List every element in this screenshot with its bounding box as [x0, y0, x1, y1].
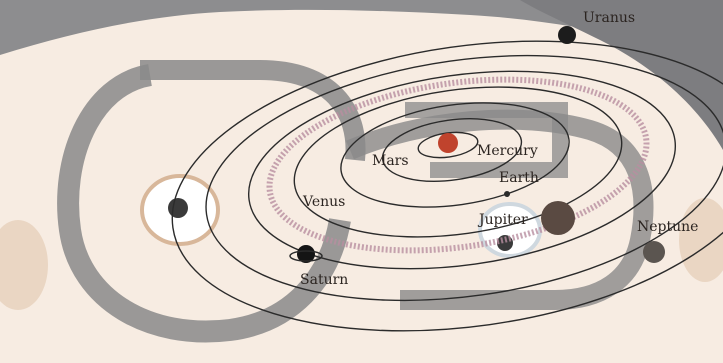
- label-earth: Earth: [499, 170, 539, 186]
- label-neptune: Neptune: [637, 219, 698, 235]
- planet-earth: [504, 191, 510, 197]
- left-pupil-shape: [168, 198, 188, 218]
- planet-uranus: [558, 26, 576, 44]
- planet-neptune: [643, 241, 665, 263]
- label-mars: Mars: [372, 153, 409, 169]
- label-jupiter: Jupiter: [477, 212, 528, 228]
- sun: [438, 133, 458, 153]
- planet-jupiter: [541, 201, 575, 235]
- label-mercury: Mercury: [477, 143, 538, 159]
- label-saturn: Saturn: [300, 272, 348, 288]
- label-venus: Venus: [302, 194, 345, 210]
- label-uranus: Uranus: [583, 10, 635, 26]
